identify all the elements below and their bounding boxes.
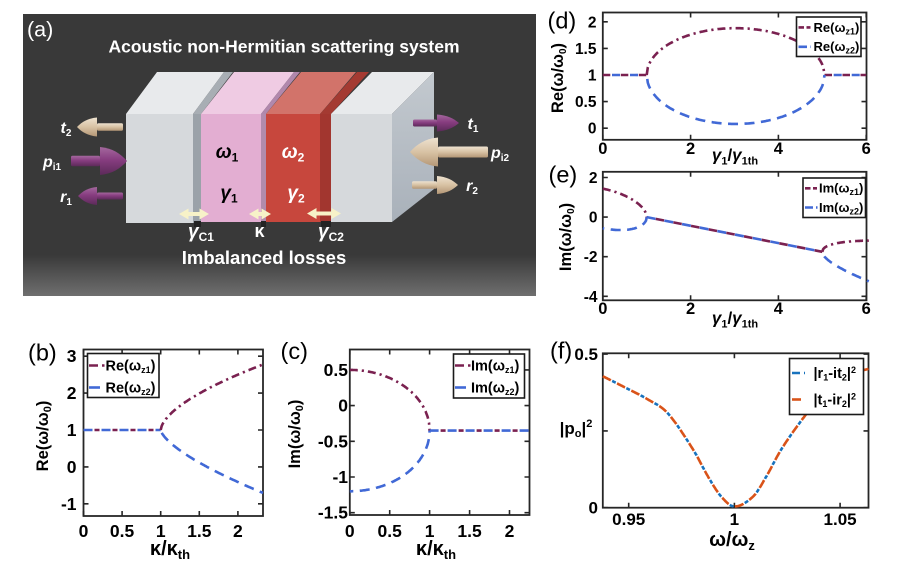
svg-text:1.5: 1.5 <box>575 41 597 58</box>
svg-text:t2: t2 <box>61 120 72 139</box>
svg-text:0: 0 <box>598 300 607 318</box>
svg-text:Re(ω/ω0): Re(ω/ω0) <box>34 401 54 472</box>
svg-text:ω1: ω1 <box>216 142 239 164</box>
svg-text:|r1-it2|2: |r1-it2|2 <box>814 365 857 383</box>
svg-text:0: 0 <box>79 521 89 541</box>
svg-text:0.5: 0.5 <box>378 521 403 541</box>
svg-text:3: 3 <box>67 346 77 366</box>
svg-text:γ2: γ2 <box>287 183 305 205</box>
svg-text:κ: κ <box>254 221 265 241</box>
svg-text:6: 6 <box>862 140 871 158</box>
svg-text:-2: -2 <box>584 249 598 266</box>
svg-text:0.5: 0.5 <box>575 94 597 111</box>
svg-text:t1: t1 <box>468 116 479 135</box>
svg-text:2: 2 <box>686 140 695 158</box>
svg-text:(a): (a) <box>27 18 53 42</box>
svg-text:ω2: ω2 <box>282 142 305 164</box>
svg-text:0.95: 0.95 <box>612 510 645 529</box>
svg-text:γC1: γC1 <box>188 222 214 244</box>
svg-text:(d): (d) <box>548 8 577 34</box>
svg-text:(b): (b) <box>28 340 57 366</box>
svg-text:2: 2 <box>67 383 77 403</box>
svg-text:1: 1 <box>425 521 435 541</box>
svg-text:pi1: pi1 <box>42 154 62 173</box>
svg-text:0: 0 <box>589 210 598 227</box>
svg-text:|po|2: |po|2 <box>560 418 593 440</box>
svg-text:r1: r1 <box>60 189 72 208</box>
svg-text:γ1: γ1 <box>220 183 238 205</box>
svg-text:-4: -4 <box>584 289 598 306</box>
svg-text:1.5: 1.5 <box>457 521 482 541</box>
svg-text:0: 0 <box>589 499 598 518</box>
svg-text:κ/κth: κ/κth <box>416 538 456 562</box>
svg-text:2: 2 <box>505 521 515 541</box>
svg-text:0: 0 <box>345 521 355 541</box>
svg-text:1: 1 <box>730 510 739 529</box>
svg-text:γ1/γ1th: γ1/γ1th <box>712 309 759 331</box>
svg-text:ω/ωz: ω/ωz <box>709 529 755 553</box>
svg-text:κ/κth: κ/κth <box>150 538 190 562</box>
svg-text:6: 6 <box>862 300 871 318</box>
svg-text:-1: -1 <box>61 494 77 514</box>
svg-text:0: 0 <box>598 140 607 158</box>
svg-text:0: 0 <box>588 121 597 138</box>
svg-text:Imbalanced losses: Imbalanced losses <box>182 247 347 268</box>
svg-text:1: 1 <box>588 68 597 85</box>
svg-text:r2: r2 <box>466 178 478 197</box>
svg-text:Re(ω/ω0): Re(ω/ω0) <box>549 43 569 113</box>
svg-text:4: 4 <box>774 300 784 318</box>
svg-text:1.05: 1.05 <box>824 510 857 529</box>
svg-text:4: 4 <box>774 140 784 158</box>
svg-text:2: 2 <box>588 14 597 31</box>
svg-text:0: 0 <box>338 396 348 416</box>
svg-text:Im(ω/ω0): Im(ω/ω0) <box>286 400 306 469</box>
svg-text:-1: -1 <box>332 467 348 487</box>
svg-text:0.5: 0.5 <box>324 360 349 380</box>
svg-text:-1.5: -1.5 <box>318 503 348 523</box>
svg-text:pi2: pi2 <box>490 145 510 164</box>
svg-text:(c): (c) <box>281 338 308 364</box>
svg-text:-0.5: -0.5 <box>318 431 348 451</box>
svg-text:Acoustic non-Hermitian scatter: Acoustic non-Hermitian scattering system <box>108 37 459 57</box>
svg-text:(f): (f) <box>550 338 572 364</box>
svg-text:(e): (e) <box>549 162 578 188</box>
svg-text:2: 2 <box>233 521 243 541</box>
svg-text:γC2: γC2 <box>318 222 344 244</box>
svg-text:|t1-ir2|2: |t1-ir2|2 <box>814 391 857 409</box>
svg-text:1: 1 <box>67 420 77 440</box>
svg-text:0.5: 0.5 <box>574 345 598 364</box>
svg-text:0.5: 0.5 <box>110 521 135 541</box>
svg-text:Im(ω/ω0): Im(ω/ω0) <box>557 203 577 271</box>
svg-text:2: 2 <box>686 300 695 318</box>
svg-text:0: 0 <box>67 457 77 477</box>
svg-text:1.5: 1.5 <box>187 521 212 541</box>
svg-text:2: 2 <box>589 170 598 187</box>
svg-text:γ1/γ1th: γ1/γ1th <box>712 146 759 168</box>
svg-text:1: 1 <box>156 521 166 541</box>
